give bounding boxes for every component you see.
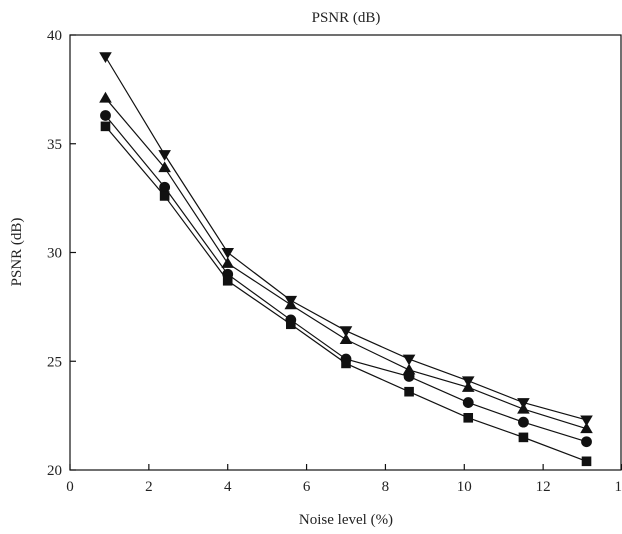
data-point-triangle-down — [158, 150, 171, 161]
data-point-triangle-up — [99, 91, 112, 103]
x-tick-label: 14 — [615, 479, 622, 495]
data-point-circle — [581, 436, 592, 448]
data-point-triangle-down — [221, 248, 235, 259]
data-point-square — [518, 432, 529, 443]
data-point-triangle-up — [221, 257, 235, 268]
y-tick-label: 35 — [47, 137, 62, 153]
data-point-circle — [100, 110, 111, 121]
x-tick-label: 4 — [224, 479, 232, 495]
data-point-triangle-down — [402, 354, 416, 366]
series-line-circle — [105, 115, 587, 443]
y-tick-label: 30 — [47, 246, 62, 262]
data-point-square — [581, 456, 592, 467]
x-tick-label: 0 — [66, 479, 74, 495]
data-point-triangle-up — [461, 381, 475, 392]
data-point-circle — [159, 181, 171, 193]
y-tick-label: 20 — [47, 463, 62, 479]
series-triangle-down — [99, 52, 593, 427]
axes: 0 2 4 6 8 10 12 14 20 25 30 35 40 — [47, 28, 622, 495]
series-group — [99, 52, 593, 467]
data-point-square — [286, 319, 296, 330]
data-point-triangle-down — [99, 52, 112, 64]
x-tick-label: 12 — [536, 479, 551, 495]
data-point-square — [159, 191, 170, 201]
data-point-circle — [403, 371, 415, 382]
series-circle — [100, 110, 592, 448]
x-tick-label: 10 — [457, 479, 472, 495]
x-tick-label: 2 — [145, 479, 153, 495]
plot-frame — [69, 34, 622, 471]
data-point-triangle-up — [402, 363, 416, 375]
x-tick-label: 6 — [303, 479, 311, 495]
y-tick-label: 25 — [47, 354, 62, 370]
data-point-square — [404, 386, 414, 397]
data-point-triangle-up — [284, 298, 298, 310]
data-point-circle — [518, 416, 529, 428]
data-point-square — [100, 121, 111, 132]
data-point-triangle-down — [339, 326, 353, 338]
series-line-triangle-up — [105, 97, 587, 430]
chart-title: PSNR (dB) — [312, 10, 381, 26]
data-point-triangle-down — [580, 415, 593, 427]
series-triangle-up — [99, 91, 593, 434]
data-point-triangle-up — [158, 161, 171, 173]
series-square — [100, 121, 592, 467]
data-point-square — [341, 358, 351, 369]
series-line-square — [105, 125, 587, 462]
y-tick-label: 40 — [47, 28, 62, 44]
x-tick-label: 8 — [382, 479, 390, 495]
data-point-circle — [462, 397, 474, 408]
x-axis-label: Noise level (%) — [299, 512, 393, 528]
data-point-square — [463, 413, 474, 423]
data-point-triangle-up — [339, 333, 353, 344]
y-axis-label: PSNR (dB) — [9, 218, 25, 287]
data-point-triangle-up — [580, 422, 593, 434]
data-point-triangle-up — [517, 402, 530, 414]
data-point-square — [222, 275, 233, 286]
